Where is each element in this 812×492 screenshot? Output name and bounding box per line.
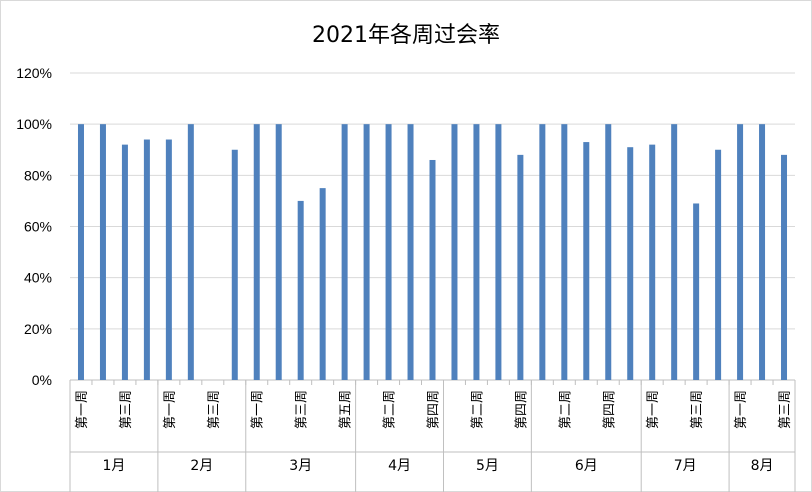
x-tick-label: 第二周 bbox=[383, 390, 398, 429]
bar bbox=[473, 124, 480, 381]
bar bbox=[253, 124, 260, 381]
bar bbox=[627, 147, 634, 380]
x-axis: 第一周 第三周 第一周 第三周 第一周 第三周 第五周 第二周 第四周 第二周 第四周 第二周 第四周 第… bbox=[69, 380, 796, 492]
bar bbox=[275, 124, 282, 381]
x-tick-label: 第一周 bbox=[75, 390, 90, 429]
bar bbox=[649, 144, 656, 380]
bar bbox=[429, 159, 436, 380]
y-tick-label: 120% bbox=[16, 65, 52, 81]
x-tick-label: 第四周 bbox=[514, 390, 529, 429]
bar bbox=[605, 124, 612, 381]
y-tick-label: 60% bbox=[24, 219, 52, 235]
bar bbox=[231, 149, 238, 380]
x-tick-label: 第三周 bbox=[295, 390, 310, 429]
x-tick-label: 第一周 bbox=[646, 390, 661, 429]
bar bbox=[121, 144, 128, 380]
x-tick-label: 第三周 bbox=[207, 390, 222, 429]
bar bbox=[671, 124, 678, 381]
bar bbox=[341, 124, 348, 381]
y-tick-label: 20% bbox=[24, 321, 52, 337]
y-tick-label: 80% bbox=[24, 167, 52, 183]
x-tick-label: 第一周 bbox=[163, 390, 178, 429]
bar bbox=[143, 139, 150, 380]
bar bbox=[99, 124, 106, 381]
bar bbox=[517, 154, 524, 380]
bar bbox=[77, 124, 84, 381]
bar bbox=[561, 124, 568, 381]
x-tick-label: 第四周 bbox=[602, 390, 617, 429]
month-label: 2月 bbox=[190, 458, 213, 474]
bar bbox=[297, 200, 304, 380]
x-tick-label: 第一周 bbox=[251, 390, 266, 429]
bar bbox=[385, 124, 392, 381]
bar bbox=[715, 149, 722, 380]
bar bbox=[737, 124, 744, 381]
bar bbox=[451, 124, 458, 381]
x-tick-label: 第二周 bbox=[470, 390, 485, 429]
month-label: 5月 bbox=[476, 458, 499, 474]
y-tick-label: 0% bbox=[32, 372, 52, 388]
bar bbox=[693, 203, 700, 380]
month-label: 4月 bbox=[388, 458, 411, 474]
x-tick-label: 第三周 bbox=[119, 390, 134, 429]
y-tick-label: 100% bbox=[16, 116, 52, 132]
x-tick-label: 第三周 bbox=[778, 390, 793, 429]
bar bbox=[407, 124, 414, 381]
bars bbox=[77, 124, 788, 381]
bar bbox=[781, 154, 788, 380]
bar bbox=[759, 124, 766, 381]
bar bbox=[539, 124, 546, 381]
month-label: 8月 bbox=[751, 458, 774, 474]
x-tick-label: 第五周 bbox=[339, 390, 354, 429]
bar bbox=[363, 124, 370, 381]
month-label: 1月 bbox=[102, 458, 125, 474]
month-label: 7月 bbox=[674, 458, 697, 474]
y-axis-ticks: 0% 20% 40% 60% 80% 100% 120% bbox=[16, 65, 52, 388]
month-label: 3月 bbox=[289, 458, 312, 474]
x-tick-label: 第二周 bbox=[558, 390, 573, 429]
bar bbox=[583, 142, 590, 380]
bar bbox=[495, 124, 502, 381]
x-tick-label: 第一周 bbox=[734, 390, 749, 429]
chart-title: 2021年各周过会率 bbox=[312, 23, 500, 48]
bar bbox=[319, 188, 326, 380]
x-tick-label: 第三周 bbox=[690, 390, 705, 429]
month-label: 6月 bbox=[575, 458, 598, 474]
bar bbox=[165, 139, 172, 380]
bar bbox=[187, 124, 194, 381]
x-tick-label: 第四周 bbox=[427, 390, 442, 429]
y-tick-label: 40% bbox=[24, 270, 52, 286]
